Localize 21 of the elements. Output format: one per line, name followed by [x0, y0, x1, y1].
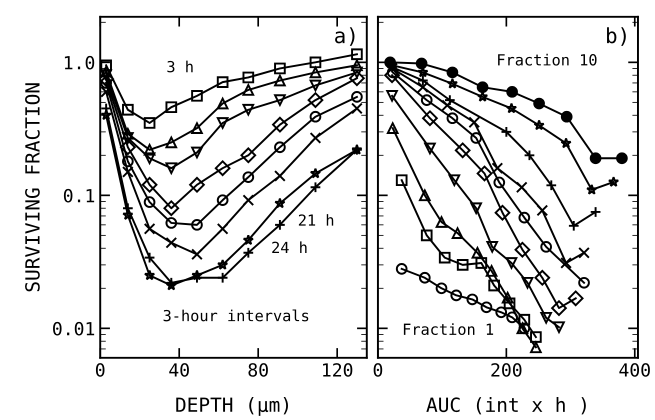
x-tick-label: 80 — [248, 363, 268, 377]
chart-title: b) — [607, 27, 626, 46]
x-tick-label: 0 — [374, 363, 382, 377]
x-tick-label: 0 — [96, 363, 104, 377]
x-tick-label: 200 — [491, 363, 522, 377]
y-axis-title: SURVIVING FRACTION — [25, 83, 40, 292]
annotation: 21 h — [298, 214, 334, 226]
x-tick-label: 120 — [323, 363, 352, 377]
chart-title: a) — [335, 27, 354, 46]
annotation: Fraction 10 — [498, 54, 597, 66]
y-tick-label: 1.0 — [64, 56, 94, 70]
x-axis-title: AUC (int x h ) — [426, 397, 586, 414]
x-axis-title: DEPTH (μm) — [176, 397, 288, 416]
x-tick-label: 400 — [619, 363, 650, 377]
annotation: 3 h — [167, 60, 193, 72]
x-tick-label: 40 — [169, 363, 189, 377]
annotation: Fraction 1 — [404, 323, 494, 336]
y-tick-label: 0.01 — [53, 322, 94, 336]
annotation: 3-hour intervals — [164, 309, 308, 322]
annotation: 24 h — [272, 241, 307, 253]
y-tick-label: 0.1 — [64, 188, 94, 202]
